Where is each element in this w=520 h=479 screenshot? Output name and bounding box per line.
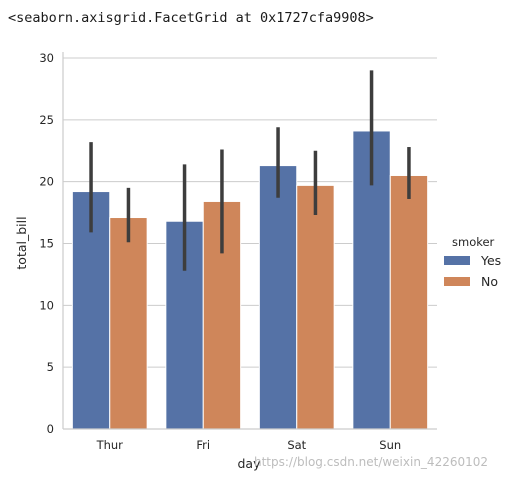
legend-title: smoker <box>452 235 495 249</box>
bar-sat-yes <box>258 165 298 430</box>
axes: 0 5 10 15 20 25 30 Thur Fri Sat Sun <box>39 51 437 452</box>
y-tick-label: 15 <box>39 237 54 251</box>
legend-label-yes: Yes <box>480 253 501 268</box>
facetgrid-repr-text: <seaborn.axisgrid.FacetGrid at 0x1727cfa… <box>8 10 374 26</box>
watermark-text: https://blog.csdn.net/weixin_42260102 <box>254 455 488 469</box>
legend-label-no: No <box>481 274 498 289</box>
x-tick-label: Thur <box>96 438 124 452</box>
y-tick-label: 30 <box>39 51 54 65</box>
bar-sat-no <box>296 184 335 430</box>
legend: smoker Yes No <box>444 235 501 289</box>
y-tick-label: 20 <box>39 175 54 189</box>
y-tick-label: 10 <box>39 298 54 312</box>
x-tick-label: Fri <box>196 438 210 452</box>
x-tick-label: Sat <box>287 438 306 452</box>
y-axis-label: total_bill <box>14 216 29 269</box>
bars <box>71 130 429 430</box>
x-axis-label: day <box>238 456 262 471</box>
x-tick-label: Sun <box>379 438 401 452</box>
y-tick-label: 0 <box>47 422 54 436</box>
legend-swatch-no <box>444 277 470 286</box>
legend-swatch-yes <box>444 256 470 265</box>
bar-thur-no <box>109 217 148 430</box>
error-bars <box>89 70 411 271</box>
y-tick-label: 25 <box>39 113 54 127</box>
y-tick-label: 5 <box>47 360 54 374</box>
bar-sun-no <box>389 174 429 430</box>
